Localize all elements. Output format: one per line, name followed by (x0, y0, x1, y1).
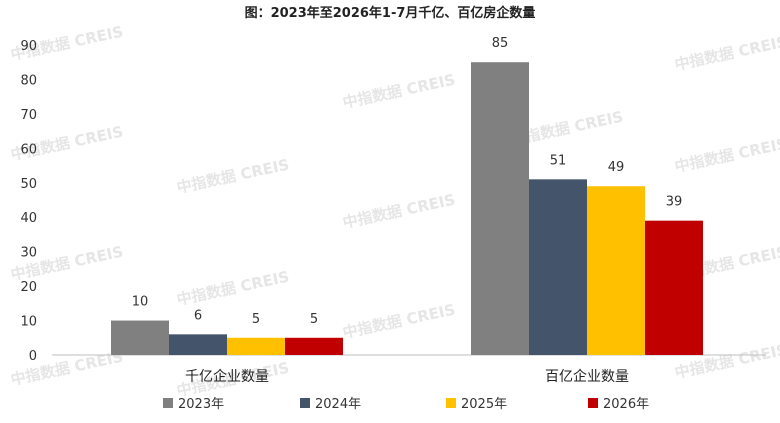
bar (227, 337, 285, 355)
bars (111, 62, 703, 355)
legend-label: 2024年 (315, 397, 361, 412)
data-labels: 10 85 6 51 5 49 5 39 (132, 36, 683, 327)
legend-swatch (446, 398, 456, 408)
legend-swatch (588, 398, 598, 408)
bar (529, 179, 587, 355)
y-tick-label: 40 (20, 211, 37, 226)
chart-title: 图：2023年至2026年1-7月千亿、百亿房企数量 (245, 5, 536, 21)
y-tick-label: 70 (20, 108, 37, 123)
bar (587, 186, 645, 355)
legend-label: 2023年 (178, 397, 224, 412)
data-label: 10 (132, 295, 149, 310)
data-label: 85 (492, 36, 509, 51)
data-label: 51 (550, 153, 567, 168)
bar (169, 334, 227, 355)
y-tick-label: 30 (20, 246, 37, 261)
data-label: 5 (310, 312, 318, 327)
y-tick-label: 50 (20, 177, 37, 192)
y-tick-label: 60 (20, 142, 37, 157)
y-tick-label: 20 (20, 280, 37, 295)
data-label: 6 (194, 308, 202, 323)
y-tick-label: 80 (20, 73, 37, 88)
data-label: 5 (252, 312, 260, 327)
category-labels: 千亿企业数量 百亿企业数量 (185, 368, 629, 385)
bar (285, 337, 343, 355)
watermark-text: 中指数据 CREIS (175, 156, 291, 197)
category-label: 百亿企业数量 (545, 368, 629, 385)
legend: 2023年 2024年 2025年 2026年 (163, 397, 649, 412)
legend-label: 2026年 (603, 397, 649, 412)
bar (645, 220, 703, 355)
watermark-text: 中指数据 CREIS (673, 33, 780, 74)
legend-swatch (300, 398, 310, 408)
watermark-text: 中指数据 CREIS (9, 348, 125, 389)
bar (111, 320, 169, 355)
legend-swatch (163, 398, 173, 408)
y-tick-label: 90 (20, 39, 37, 54)
watermark-text: 中指数据 CREIS (341, 191, 457, 232)
legend-label: 2025年 (461, 397, 507, 412)
data-label: 39 (666, 195, 683, 210)
watermark-text: 中指数据 CREIS (341, 301, 457, 342)
y-tick-label: 0 (29, 349, 37, 364)
bar (471, 62, 529, 355)
watermark-text: 中指数据 CREIS (341, 71, 457, 112)
y-axis: 0 10 20 30 40 50 60 70 80 90 (20, 39, 37, 364)
y-tick-label: 10 (20, 315, 37, 330)
watermark-text: 中指数据 CREIS (673, 135, 780, 176)
category-label: 千亿企业数量 (185, 368, 269, 385)
watermark-text: 中指数据 CREIS (175, 268, 291, 309)
data-label: 49 (608, 160, 625, 175)
